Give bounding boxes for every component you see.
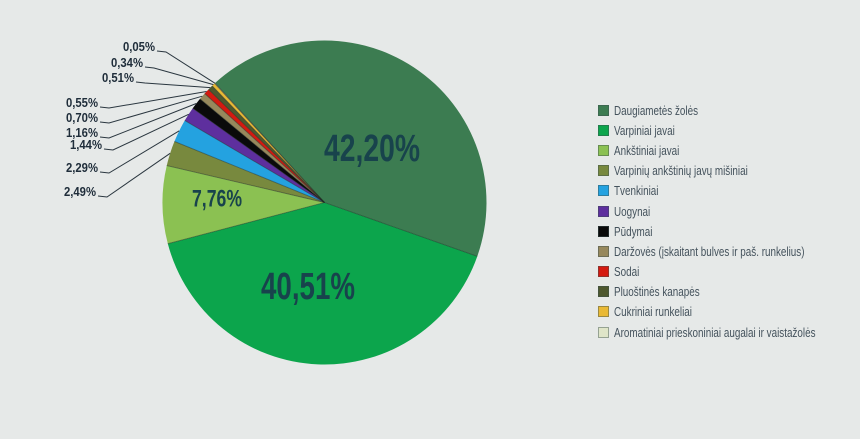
- slice-callout-label-11: 0,05%: [123, 40, 155, 54]
- slice-callout-line-4: [99, 130, 180, 174]
- pie-slice-8[interactable]: [204, 89, 325, 203]
- legend-label: Tvenkiniai: [614, 183, 659, 199]
- slice-callout-label-3: 2,49%: [64, 185, 96, 199]
- legend-label: Varpinių ankštinių javų mišiniai: [614, 163, 748, 179]
- legend-swatch-pluostines-kanapes: [598, 286, 609, 298]
- slice-callout-line-8: [99, 90, 207, 109]
- slice-callout-label-8: 0,55%: [66, 96, 98, 110]
- slice-callout-line-7: [99, 95, 203, 124]
- slice-separator-9: [208, 89, 325, 203]
- legend-item-pluostines-kanapes[interactable]: Pluoštinės kanapės: [598, 282, 860, 302]
- legend-item-varpiniu-ankstiniu-javu-misiniai[interactable]: Varpinių ankštinių javų mišiniai: [598, 161, 860, 181]
- slice-value-label-1: 40,51%: [261, 266, 355, 308]
- legend-label: Sodai: [614, 264, 640, 280]
- legend-label: Aromatiniai prieskoniniai augalai ir vai…: [614, 324, 816, 340]
- legend-label: Uogynai: [614, 203, 651, 219]
- legend-swatch-daugiametes-zoles: [598, 104, 609, 116]
- legend-item-cukriniai-runkeliai[interactable]: Cukriniai runkeliai: [598, 302, 860, 322]
- pie-slice-5[interactable]: [184, 108, 325, 203]
- legend-swatch-varpiniai-javai: [598, 124, 609, 136]
- legend-item-ankstiniai-javai[interactable]: Ankštiniai javai: [598, 140, 860, 160]
- pie-slice-1[interactable]: [167, 202, 478, 365]
- slice-callout-line-9: [135, 81, 211, 89]
- legend-label: Pūdymai: [614, 223, 653, 239]
- slice-callout-line-11: [156, 50, 216, 84]
- legend-swatch-uogynai: [598, 205, 609, 217]
- slice-separator-4: [174, 140, 325, 203]
- legend-item-tvenkiniai[interactable]: Tvenkiniai: [598, 181, 860, 201]
- legend-swatch-ankstiniai-javai: [598, 144, 609, 156]
- pie-slice-9[interactable]: [208, 85, 325, 203]
- legend-item-uogynai[interactable]: Uogynai: [598, 201, 860, 221]
- legend-swatch-pudymai: [598, 225, 609, 237]
- slice-callout-label-7: 0,70%: [66, 111, 98, 125]
- pie-slice-2[interactable]: [162, 165, 325, 244]
- legend-label: Daugiametės žolės: [614, 102, 699, 118]
- slice-value-label-2: 7,76%: [192, 186, 242, 213]
- pie-slice-0[interactable]: [215, 40, 487, 257]
- slice-separator-7: [199, 98, 325, 203]
- slice-callout-line-5: [103, 113, 189, 151]
- slice-separator-5: [184, 120, 325, 203]
- pie-chart-canvas: 42,20% 40,51% 7,76% 2,49% 2,29% 1,44%1,16%0,7…: [64, 40, 487, 365]
- slice-separator-8: [204, 93, 325, 203]
- slice-callout-label-10: 0,34%: [111, 56, 143, 70]
- legend-swatch-sodai: [598, 266, 609, 278]
- legend-item-sodai[interactable]: Sodai: [598, 262, 860, 282]
- slice-separator-3: [166, 165, 325, 203]
- pie-slice-6[interactable]: [192, 98, 325, 203]
- pie-slice-7[interactable]: [199, 93, 325, 203]
- slice-separator-6: [192, 107, 325, 203]
- slice-callout-label-4: 2,29%: [66, 161, 98, 175]
- slice-callout-label-5: 1,44%: [70, 138, 102, 152]
- slice-callout-line-6: [99, 103, 197, 139]
- slice-callout-line-10: [144, 66, 214, 86]
- legend-swatch-cukriniai-runkeliai: [598, 306, 609, 318]
- pie-slice-4[interactable]: [174, 120, 325, 203]
- legend-label: Ankštiniai javai: [614, 142, 680, 158]
- legend-item-darzoves[interactable]: Daržovės (įskaitant bulves ir paš. runke…: [598, 241, 860, 261]
- legend-swatch-aromatiniai-augalai: [598, 326, 609, 338]
- legend-label: Pluoštinės kanapės: [614, 284, 700, 300]
- slice-separator-10: [211, 85, 325, 203]
- legend-item-aromatiniai-augalai[interactable]: Aromatiniai prieskoniniai augalai ir vai…: [598, 322, 860, 342]
- pie-slice-3[interactable]: [166, 141, 325, 203]
- legend: Daugiametės žolės Varpiniai javai Ankšti…: [598, 100, 860, 342]
- legend-swatch-tvenkiniai: [598, 185, 609, 197]
- legend-label: Varpiniai javai: [614, 122, 675, 138]
- slice-value-label-0: 42,20%: [324, 128, 420, 170]
- slice-separator-2: [167, 202, 325, 245]
- legend-swatch-varpiniu-ankstiniu-javu-misiniai: [598, 165, 609, 177]
- legend-item-pudymai[interactable]: Pūdymai: [598, 221, 860, 241]
- legend-item-varpiniai-javai[interactable]: Varpiniai javai: [598, 120, 860, 140]
- slice-separator-1: [324, 202, 478, 257]
- slice-callout-label-6: 1,16%: [66, 126, 98, 140]
- slice-callout-label-9: 0,51%: [102, 71, 134, 85]
- slice-separator-11: [214, 83, 325, 203]
- legend-swatch-darzoves: [598, 245, 609, 257]
- legend-item-daugiametes-zoles[interactable]: Daugiametės žolės: [598, 100, 860, 120]
- legend-label: Cukriniai runkeliai: [614, 304, 692, 320]
- slice-callout-line-3: [97, 152, 171, 198]
- legend-label: Daržovės (įskaitant bulves ir paš. runke…: [614, 243, 805, 259]
